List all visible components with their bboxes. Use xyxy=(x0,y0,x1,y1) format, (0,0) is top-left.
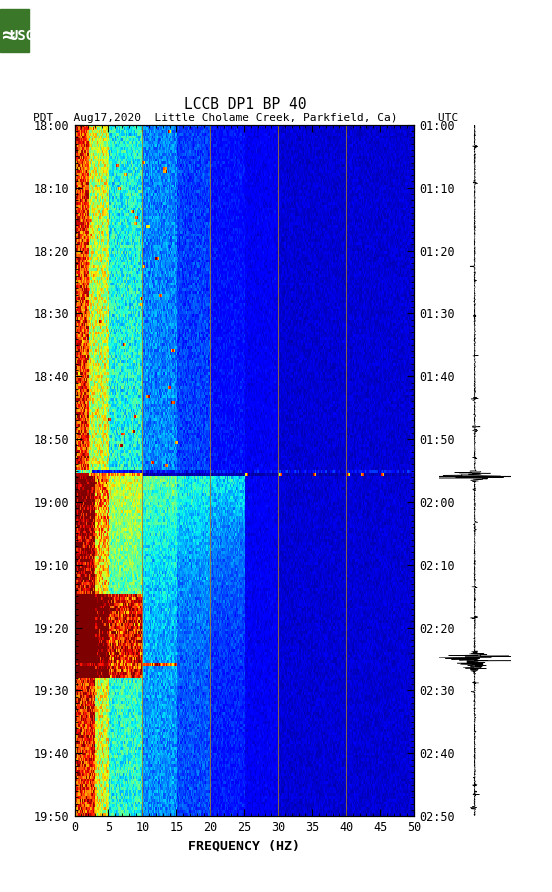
Text: PDT   Aug17,2020  Little Cholame Creek, Parkfield, Ca)      UTC: PDT Aug17,2020 Little Cholame Creek, Par… xyxy=(33,112,458,123)
Text: LCCB DP1 BP 40: LCCB DP1 BP 40 xyxy=(184,97,307,112)
Bar xyxy=(0,9,29,52)
Text: USGS: USGS xyxy=(9,29,43,43)
Text: ≈: ≈ xyxy=(2,27,15,47)
X-axis label: FREQUENCY (HZ): FREQUENCY (HZ) xyxy=(188,839,300,853)
